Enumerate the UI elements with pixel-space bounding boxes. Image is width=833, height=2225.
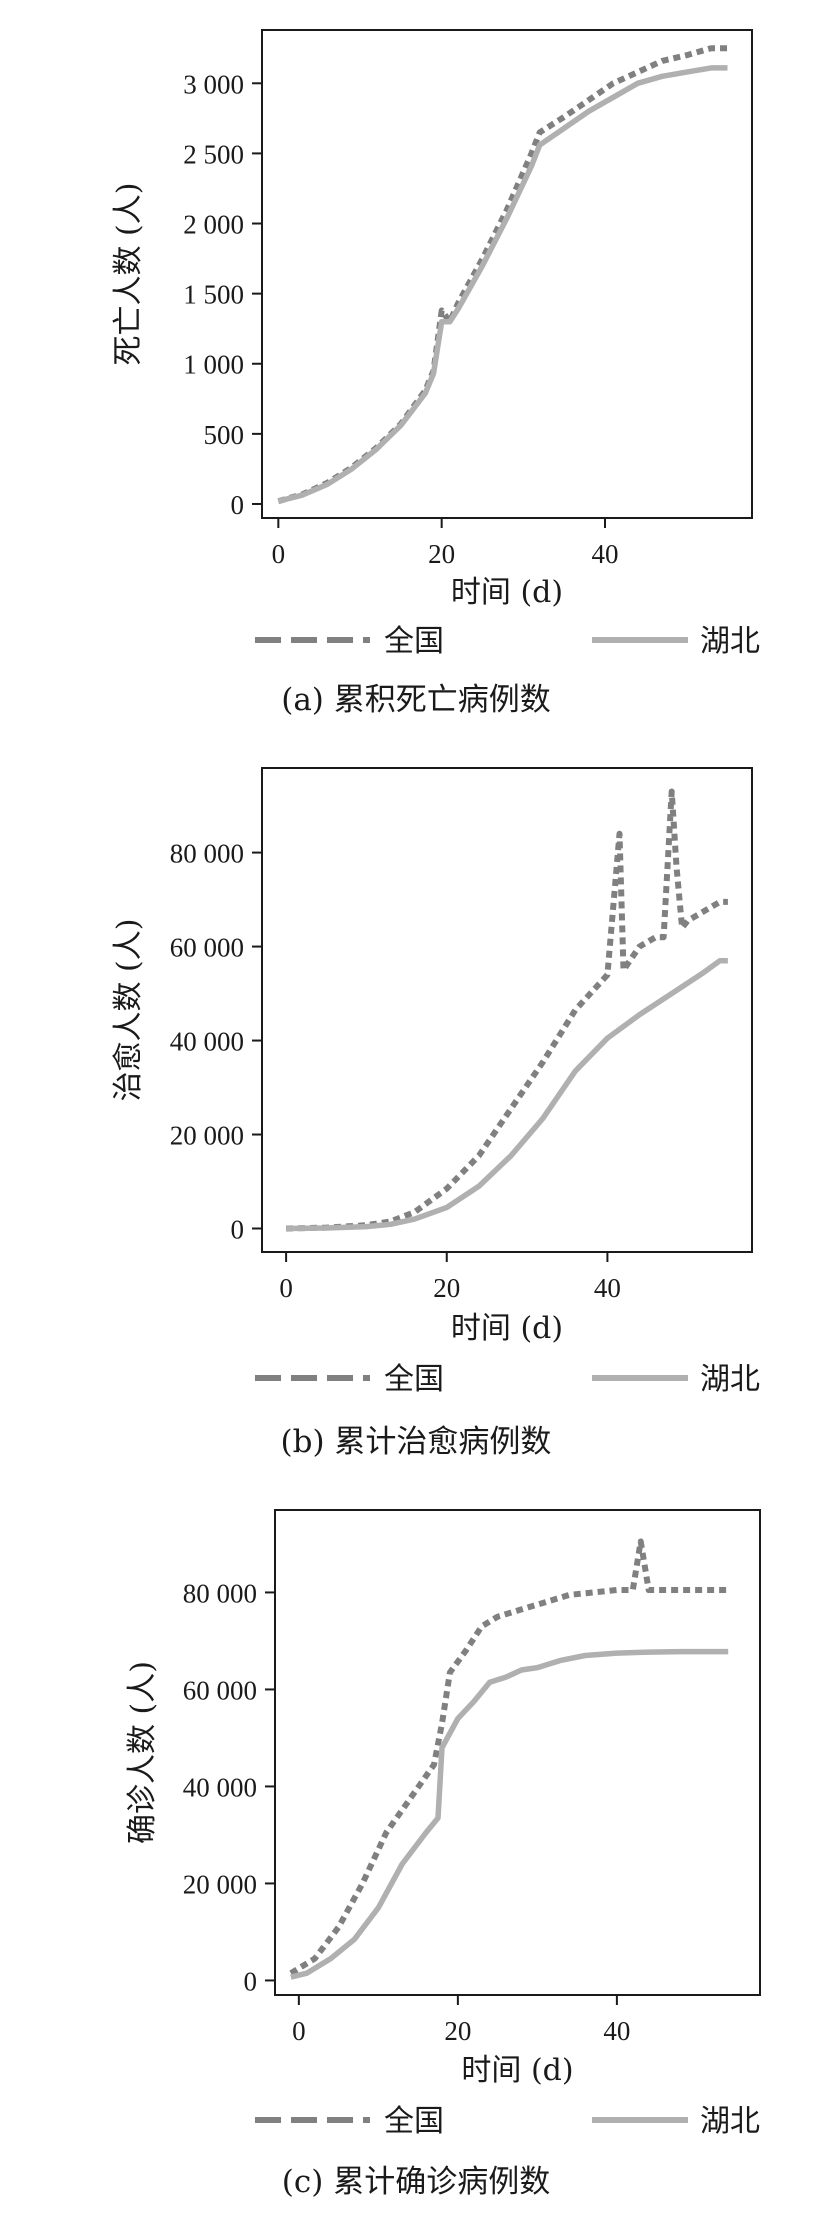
plot-frame bbox=[274, 1509, 761, 1996]
panel-a-cumulative-deaths: 0 20 40 0 500 1 000 1 500 2 000 2 500 3 000 时间 (d)… bbox=[111, 29, 760, 718]
panel-c-cumulative-confirmed: 0 20 40 0 20 000 40 000 60 000 80 000 时间 (d) 确诊人数… bbox=[125, 1509, 761, 2200]
y-tick-label: 80 000 bbox=[170, 839, 244, 869]
legend: 全国 湖北 bbox=[255, 1362, 760, 1397]
x-tick-label: 0 bbox=[272, 539, 286, 569]
legend: 全国 湖北 bbox=[255, 624, 760, 659]
series-line-national bbox=[286, 788, 728, 1232]
x-tick-label: 40 bbox=[592, 539, 619, 569]
x-tick-label: 20 bbox=[428, 539, 455, 569]
plot-frame bbox=[261, 29, 753, 519]
series-line-national bbox=[277, 45, 728, 505]
legend-label-national: 全国 bbox=[384, 1362, 444, 1397]
series-line-hubei bbox=[286, 957, 728, 1232]
x-tick-label: 40 bbox=[594, 1273, 621, 1303]
legend-label-hubei: 湖北 bbox=[700, 1362, 760, 1397]
legend-label-hubei: 湖北 bbox=[700, 2104, 760, 2139]
y-tick-label: 60 000 bbox=[183, 1675, 257, 1705]
x-tick-label: 0 bbox=[279, 1273, 293, 1303]
series-line-national bbox=[289, 1538, 729, 1976]
y-tick-label: 40 000 bbox=[170, 1027, 244, 1057]
x-tick-label: 20 bbox=[444, 2016, 471, 2046]
plot-frame bbox=[261, 767, 753, 1253]
y-tick-label: 20 000 bbox=[170, 1121, 244, 1151]
y-tick-label: 3 000 bbox=[183, 69, 244, 99]
legend-label-national: 全国 bbox=[384, 2104, 444, 2139]
y-tick-label: 60 000 bbox=[170, 933, 244, 963]
y-tick-label: 0 bbox=[231, 490, 245, 520]
legend-label-national: 全国 bbox=[384, 624, 444, 659]
legend: 全国 湖北 bbox=[255, 2104, 760, 2139]
x-axis-label: 时间 (d) bbox=[451, 575, 563, 610]
y-tick-label: 500 bbox=[204, 420, 245, 450]
series-line-hubei bbox=[290, 1648, 729, 1980]
y-tick-label: 1 500 bbox=[183, 280, 244, 310]
panel-caption: (a) 累积死亡病例数 bbox=[281, 682, 551, 718]
panel-caption: (b) 累计治愈病例数 bbox=[281, 1424, 552, 1460]
x-axis-label: 时间 (d) bbox=[461, 2053, 573, 2088]
y-tick-label: 0 bbox=[244, 1966, 258, 1996]
y-tick-label: 40 000 bbox=[183, 1772, 257, 1802]
x-tick-label: 40 bbox=[603, 2016, 630, 2046]
y-axis-label: 死亡人数 (人) bbox=[111, 183, 146, 366]
panel-caption: (c) 累计确诊病例数 bbox=[282, 2164, 550, 2200]
x-axis-label: 时间 (d) bbox=[451, 1311, 563, 1346]
y-tick-label: 2 500 bbox=[183, 139, 244, 169]
y-tick-label: 20 000 bbox=[183, 1869, 257, 1899]
panel-b-cumulative-recoveries: 0 20 40 0 20 000 40 000 60 000 80 000 时间 (d) 治愈人数… bbox=[111, 767, 760, 1460]
y-tick-label: 0 bbox=[231, 1215, 245, 1245]
x-tick-label: 20 bbox=[433, 1273, 460, 1303]
x-tick-label: 0 bbox=[292, 2016, 306, 2046]
y-tick-label: 1 000 bbox=[183, 350, 244, 380]
y-axis-label: 治愈人数 (人) bbox=[111, 919, 146, 1102]
series-line-hubei bbox=[277, 65, 728, 504]
y-axis-label: 确诊人数 (人) bbox=[125, 1661, 160, 1844]
y-tick-label: 80 000 bbox=[183, 1578, 257, 1608]
y-tick-label: 2 000 bbox=[183, 210, 244, 240]
legend-label-hubei: 湖北 bbox=[700, 624, 760, 659]
